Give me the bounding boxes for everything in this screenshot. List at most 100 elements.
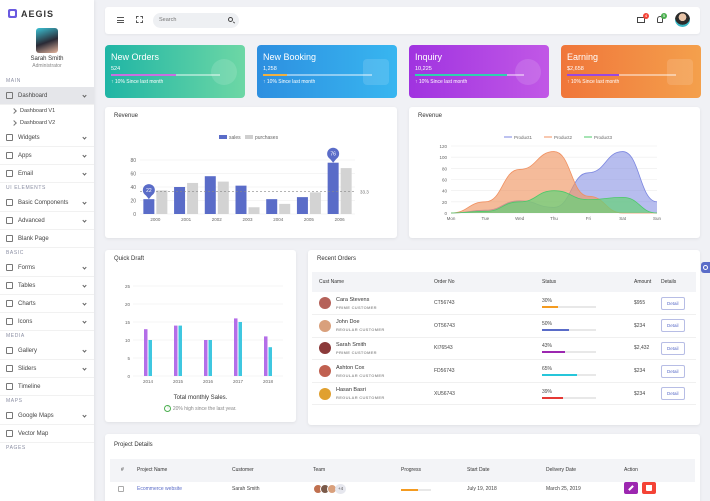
y-tick-label: 15 — [125, 320, 131, 325]
sidebar-item-google-maps[interactable]: Google Maps — [0, 407, 94, 425]
revenue-bar-card: Revenue sales purchases 0 20 40 60 80 2000 2001 2… — [105, 107, 397, 238]
sidebar-item-icons[interactable]: Icons — [0, 313, 94, 331]
legend-label: sales — [229, 135, 241, 141]
bar — [268, 347, 272, 376]
sidebar-item-charts[interactable]: Charts — [0, 295, 94, 313]
sidebar-item-blank-page[interactable]: Blank Page — [0, 230, 94, 248]
customer-name: Hasan Basri — [336, 387, 366, 394]
delete-button[interactable] — [642, 482, 656, 494]
sidebar-item-basic-components[interactable]: Basic Components — [0, 194, 94, 212]
sidebar-item-apps[interactable]: Apps — [0, 147, 94, 165]
chevron-down-icon — [82, 218, 87, 223]
sidebar-item-dashboard-v2[interactable]: Dashboard V2 — [0, 117, 94, 129]
sidebar-item-vector-map[interactable]: Vector Map — [0, 425, 94, 443]
bar — [208, 340, 212, 376]
nav-section-pages: PAGES — [6, 445, 26, 451]
marker-label: 76 — [330, 152, 336, 158]
avatar[interactable] — [319, 342, 331, 355]
search-input[interactable] — [153, 13, 239, 28]
sidebar-item-widgets[interactable]: Widgets — [0, 129, 94, 147]
stat-card-inquiry[interactable]: Inquiry 10,225 ↑ 10% Since last month — [409, 45, 549, 98]
y-tick-label: 100 — [439, 155, 447, 160]
legend-label: Product2 — [554, 135, 573, 140]
project-table-header — [110, 459, 695, 482]
row-checkbox[interactable] — [118, 486, 124, 492]
order-amount: $234 — [627, 314, 654, 338]
chevron-down-icon — [82, 301, 87, 306]
y-tick-label: 20 — [130, 199, 136, 205]
user-avatar[interactable] — [675, 12, 690, 27]
x-tick-label: 2016 — [203, 379, 214, 384]
gear-icon — [703, 265, 708, 270]
detail-button[interactable]: Detail — [661, 341, 685, 355]
briefcase-icon — [363, 59, 389, 85]
profile-avatar[interactable] — [36, 28, 58, 53]
detail-button[interactable]: Detail — [661, 364, 685, 378]
chevron-down-icon — [82, 135, 87, 140]
bell-icon[interactable] — [657, 16, 663, 23]
components-icon — [6, 199, 13, 206]
nav-section-basic: BASIC — [6, 250, 25, 256]
stat-progress — [567, 74, 620, 76]
x-tick-label: Sun — [653, 216, 662, 221]
y-tick-label: 40 — [442, 189, 448, 194]
edit-button[interactable] — [624, 482, 638, 494]
sidebar-item-email[interactable]: Email — [0, 165, 94, 183]
project-name-link[interactable]: Ecommerce website — [137, 486, 183, 492]
order-number: XU56743 — [427, 382, 535, 406]
chevron-down-icon — [82, 200, 87, 205]
order-number: FD56743 — [427, 359, 535, 383]
y-tick-label: 80 — [442, 166, 448, 171]
nav-section-maps: MAPS — [6, 398, 23, 404]
stat-card-new-orders[interactable]: New Orders 524 ↑ 10% Since last month — [105, 45, 245, 98]
sidebar-item-gallery[interactable]: Gallery — [0, 342, 94, 360]
nav-section-main: MAIN — [6, 78, 21, 84]
col-header: Status — [535, 272, 627, 292]
sidebar-item-tables[interactable]: Tables — [0, 277, 94, 295]
table-row: Sarah Smith PRIME CUSTOMER KI76543 43% $2,43… — [312, 337, 696, 361]
team-more-badge[interactable]: +4 — [335, 484, 347, 494]
x-tick-label: Tue — [482, 216, 490, 221]
chevron-down-icon — [82, 366, 87, 371]
order-number: CT56743 — [427, 292, 535, 316]
mail-icon[interactable] — [637, 17, 645, 23]
line-product3 — [450, 190, 658, 214]
col-header: Details — [654, 272, 696, 292]
sidebar-item-advanced[interactable]: Advanced — [0, 212, 94, 230]
fullscreen-icon[interactable] — [136, 16, 143, 23]
sidebar-item-forms[interactable]: Forms — [0, 259, 94, 277]
detail-button[interactable]: Detail — [661, 387, 685, 401]
sidebar-item-dashboard-v1[interactable]: Dashboard V1 — [0, 105, 94, 117]
bar-purchases — [248, 207, 260, 214]
bar — [264, 336, 268, 376]
x-tick-label: 2004 — [273, 217, 284, 222]
sidebar-item-sliders[interactable]: Sliders — [0, 360, 94, 378]
brand[interactable]: AEGIS — [0, 0, 94, 20]
brand-name: AEGIS — [21, 8, 55, 19]
menu-icon[interactable] — [117, 17, 124, 23]
stat-card-earning[interactable]: Earning $2,658 ↑ 10% Since last month — [561, 45, 701, 98]
chevron-down-icon — [82, 265, 87, 270]
y-tick-label: 20 — [125, 302, 131, 307]
map-icon — [6, 412, 13, 419]
sidebar-item-dashboard[interactable]: Dashboard — [0, 87, 94, 105]
customer-name: Sarah Smith — [336, 341, 367, 348]
apps-icon — [6, 152, 13, 159]
avatar[interactable] — [319, 365, 331, 378]
award-icon — [211, 59, 237, 85]
bar — [144, 329, 148, 376]
col-header: Progress — [401, 467, 422, 473]
settings-toggle-button[interactable] — [701, 262, 710, 273]
pencil-icon — [628, 485, 634, 491]
sidebar-item-timeline[interactable]: Timeline — [0, 378, 94, 396]
detail-button[interactable]: Detail — [661, 319, 685, 333]
stat-card-new-booking[interactable]: New Booking 1,258 ↑ 10% Since last month — [257, 45, 397, 98]
avatar[interactable] — [319, 297, 331, 310]
y-tick-label: 60 — [442, 178, 448, 183]
y-tick-label: 20 — [442, 200, 448, 205]
search-icon[interactable] — [228, 17, 233, 22]
avatar[interactable] — [319, 319, 331, 332]
detail-button[interactable]: Detail — [661, 296, 685, 310]
x-tick-label: Sat — [619, 216, 627, 221]
avatar[interactable] — [319, 387, 331, 400]
